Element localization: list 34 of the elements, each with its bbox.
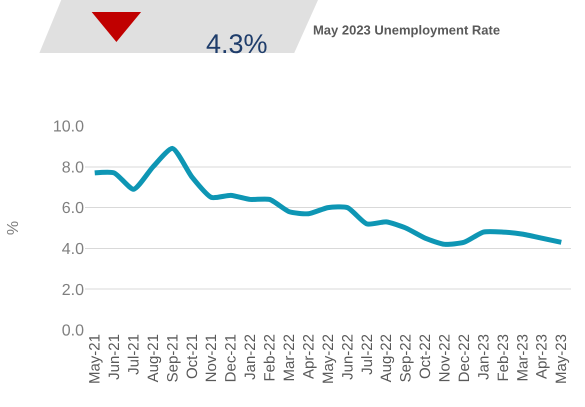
x-tick-label: Aug-22 [378, 334, 396, 382]
x-tick-label: Nov-21 [203, 334, 220, 382]
x-tick-label: Oct-21 [184, 334, 201, 380]
x-tick-label: Jun-22 [339, 334, 356, 380]
x-tick-label: May-21 [86, 334, 104, 384]
x-tick-label: Oct-22 [417, 334, 434, 380]
y-tick-label: 2.0 [62, 282, 84, 299]
x-tick-label: Jul-21 [125, 334, 142, 375]
x-tick-label: Feb-23 [494, 334, 512, 382]
x-tick-label: Dec-22 [456, 334, 473, 382]
y-tick-label: 10.0 [52, 118, 84, 136]
x-tick-label: Dec-21 [222, 334, 240, 382]
x-tick-label: Aug-21 [144, 334, 162, 382]
y-tick-label: 0.0 [62, 322, 84, 340]
x-tick-label: Jul-22 [358, 334, 376, 375]
y-tick-label: 8.0 [62, 159, 84, 176]
x-tick-label: Jan-23 [475, 334, 492, 380]
y-axis-title: % [4, 220, 22, 236]
y-tick-label: 4.0 [62, 241, 84, 258]
y-tick-label: 6.0 [62, 200, 84, 218]
x-tick-label: May-23 [553, 334, 570, 384]
x-tick-label: Mar-22 [280, 334, 298, 382]
x-tick-label: Sep-22 [398, 334, 415, 382]
x-tick-label: Feb-22 [262, 334, 279, 382]
x-tick-label: Mar-23 [514, 334, 532, 382]
x-tick-label: Apr-23 [534, 334, 551, 380]
chart-title: May 2023 Unemployment Rate [312, 22, 500, 38]
x-tick-label: Sep-21 [164, 334, 182, 382]
x-tick-label: Apr-22 [300, 334, 318, 380]
x-tick-label: May-22 [320, 334, 337, 384]
x-tick-label: Nov-22 [436, 334, 454, 382]
x-tick-label: Jan-22 [242, 334, 260, 380]
text: 4.3% [206, 29, 268, 59]
x-tick-label: Jun-21 [106, 334, 124, 380]
